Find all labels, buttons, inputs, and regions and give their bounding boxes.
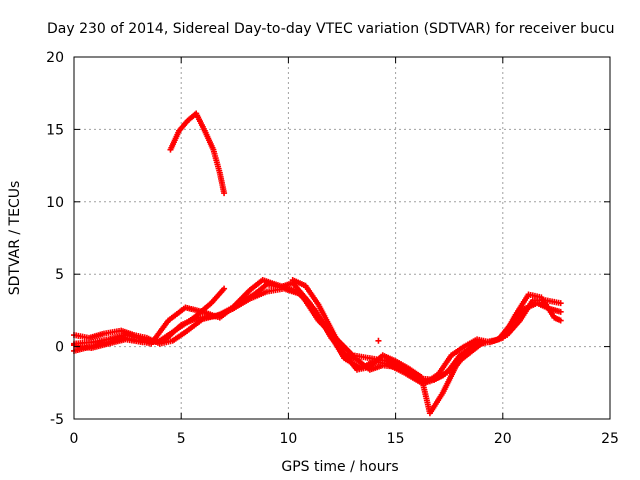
gridlines: [74, 57, 610, 419]
y-tick-label: -5: [50, 412, 64, 428]
marker-trail: [248, 278, 265, 292]
marker-trail: [175, 315, 196, 332]
y-tick-label: 20: [46, 50, 64, 66]
marker-trail: [394, 364, 414, 378]
y-axis-label: SDTVAR / TECUs: [7, 181, 23, 296]
marker-trail: [87, 331, 106, 341]
series-track-6: [167, 110, 228, 197]
x-axis-label: GPS time / hours: [281, 459, 398, 475]
marker-trail: [453, 348, 471, 369]
marker-trail: [184, 317, 204, 334]
marker-trail: [407, 366, 423, 379]
marker-trail: [394, 359, 410, 371]
series-track-4: [71, 285, 228, 352]
x-tick-label: 5: [177, 431, 186, 447]
series-track-2: [71, 279, 564, 386]
marker-trail: [73, 332, 90, 341]
marker-trail: [90, 336, 110, 345]
marker-trail: [141, 337, 161, 346]
marker-trail: [518, 299, 535, 322]
marker-trail: [171, 330, 187, 343]
y-tick-label: 0: [55, 340, 64, 356]
marker-trail: [231, 288, 252, 310]
marker-trail: [261, 277, 281, 289]
marker-trail: [158, 327, 179, 343]
marker-trail: [192, 301, 213, 320]
marker-trail: [295, 290, 316, 311]
marker-trail: [381, 353, 397, 364]
marker-trail: [368, 353, 385, 369]
marker-trail: [209, 287, 226, 305]
marker-trail: [500, 313, 518, 340]
marker-trail: [436, 353, 454, 376]
marker-trail: [218, 305, 234, 317]
x-tick-label: 25: [601, 431, 619, 447]
marker-trail: [202, 129, 216, 151]
marker-trail: [103, 328, 123, 337]
marker-trail: [467, 341, 483, 356]
marker-trail: [488, 335, 504, 345]
marker-trail: [381, 362, 397, 370]
marker-trail: [544, 297, 562, 306]
marker-trail: [252, 282, 269, 297]
marker-trail: [107, 336, 127, 347]
marker-trail: [552, 315, 563, 323]
marker-trail: [368, 363, 384, 373]
marker-trail: [424, 372, 440, 385]
marker-trail: [418, 376, 433, 415]
marker-trail: [440, 365, 458, 395]
marker-trail: [351, 352, 371, 361]
marker-trail: [303, 284, 321, 306]
marker-trail: [158, 338, 174, 347]
marker-trail: [316, 303, 334, 331]
marker-trail: [201, 312, 221, 322]
series-track-5: [289, 276, 485, 417]
y-tick-label: 5: [55, 267, 64, 283]
marker-trail: [278, 283, 299, 294]
x-tick-label: 15: [387, 431, 405, 447]
data-point-marker: [375, 337, 382, 344]
marker-trail: [124, 336, 144, 345]
marker-trail: [342, 352, 359, 372]
marker-trail: [329, 328, 347, 355]
marker-trail: [177, 119, 190, 133]
x-tick-label: 10: [279, 431, 297, 447]
marker-trail: [539, 296, 557, 319]
marker-trail: [505, 319, 522, 337]
y-tick-label: 10: [46, 195, 64, 211]
y-axis-ticks: -5 0 5 10 15 20: [46, 50, 610, 428]
marker-trail: [291, 277, 307, 288]
chart-title: Day 230 of 2014, Sidereal Day-to-day VTE…: [47, 21, 615, 37]
marker-trail: [467, 338, 483, 352]
marker-trail: [210, 148, 223, 174]
series-track-3: [71, 276, 564, 386]
x-axis-ticks: 0 5 10 15 20 25: [70, 57, 619, 447]
marker-trail: [133, 332, 148, 341]
marker-trail: [428, 391, 445, 415]
marker-trail: [463, 337, 479, 349]
plot-frame: [73, 56, 611, 420]
marker-trail: [73, 342, 93, 351]
marker-trail: [527, 291, 543, 300]
x-tick-label: 0: [70, 431, 79, 447]
marker-trail: [217, 171, 227, 195]
marker-trail: [167, 305, 187, 323]
series-outlier: [375, 337, 382, 344]
data-markers: [71, 110, 564, 417]
marker-trail: [449, 344, 466, 358]
marker-trail: [90, 341, 110, 351]
marker-trail: [513, 293, 531, 316]
y-tick-label: 15: [46, 122, 64, 138]
marker-trail: [168, 129, 182, 151]
x-tick-label: 20: [494, 431, 512, 447]
marker-trail: [120, 328, 136, 338]
marker-trail: [312, 307, 334, 340]
marker-trail: [356, 364, 371, 373]
marker-trail: [194, 112, 207, 132]
marker-trail: [548, 306, 562, 315]
